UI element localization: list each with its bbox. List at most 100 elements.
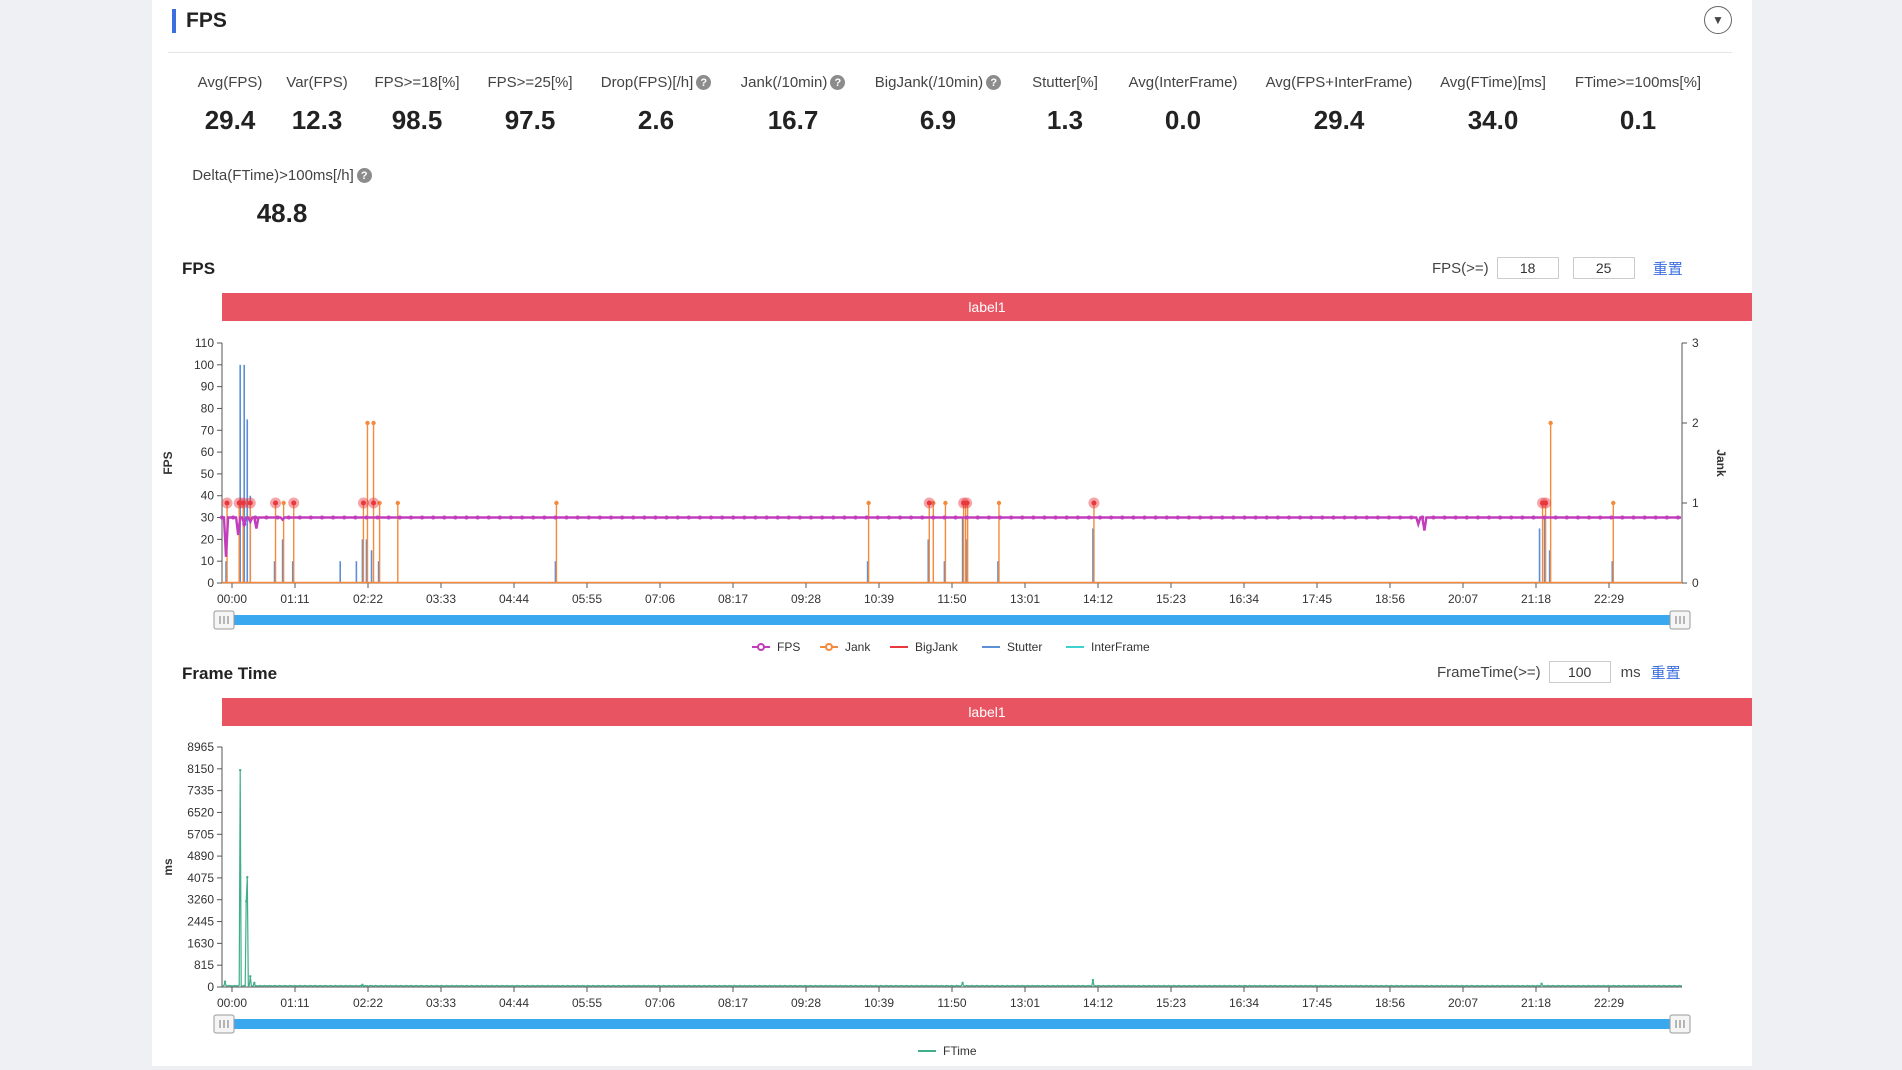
y-tick-label: 0: [207, 980, 214, 994]
y-tick-label: 8150: [187, 762, 214, 776]
fps-point: [1509, 515, 1514, 520]
legend-item-fps[interactable]: FPS: [752, 640, 800, 654]
fps-point: [797, 515, 802, 520]
fps-point: [1464, 515, 1469, 520]
metric-label-text: Drop(FPS)[/h]: [600, 74, 694, 91]
fps-zoom-slider: [222, 615, 1682, 625]
collapse-chevron-icon[interactable]: ▼: [1704, 6, 1732, 34]
ftime-spike-point: [961, 981, 964, 985]
fps-point: [486, 515, 491, 520]
metric-value: 29.4: [1313, 105, 1365, 135]
fps-reset-link[interactable]: 重置: [1652, 260, 1683, 278]
fps-threshold-1-input[interactable]: [1496, 257, 1559, 279]
help-question-icon[interactable]: ?: [986, 75, 1002, 90]
fps-point: [764, 515, 769, 520]
fps-point: [1664, 515, 1669, 520]
fps-point: [1398, 515, 1403, 520]
fps-point: [1331, 515, 1336, 520]
fps-point: [1320, 515, 1325, 520]
metric-label: Stutter[%]: [975, 74, 1155, 91]
frametime-chart-title: Frame Time: [182, 664, 278, 683]
frametime-unit-label: ms: [1620, 663, 1641, 681]
legend-item-bigjank[interactable]: BigJank: [890, 640, 959, 654]
x-tick-label: 02:22: [353, 592, 383, 606]
fps-point: [1198, 515, 1203, 520]
fps-point: [1353, 515, 1358, 520]
x-tick-label: 05:55: [572, 996, 602, 1010]
fps-point: [831, 515, 836, 520]
x-tick-label: 18:56: [1375, 996, 1405, 1010]
y-axis-title: ms: [161, 858, 175, 876]
metric-label-text: Avg(FPS): [197, 74, 263, 91]
frametime-chart: 0 815 1630 2445 3260 4075 4890 5705 6520 7335 8150…: [161, 740, 1691, 1058]
fps-point: [1231, 515, 1236, 520]
fps-point: [1131, 515, 1136, 520]
metric-card: FTime>=100ms[%] 0.1: [1548, 74, 1728, 136]
metric-label: FTime>=100ms[%]: [1548, 74, 1728, 91]
metric-label-text: Avg(FTime)[ms]: [1440, 74, 1546, 91]
ftime-spike-point: [1540, 982, 1543, 985]
fps-point: [1020, 515, 1025, 520]
fps-point: [1542, 515, 1547, 520]
x-tick-label: 17:45: [1302, 996, 1332, 1010]
fps-threshold-2-input[interactable]: [1572, 257, 1635, 279]
metric-card: Drop(FPS)[/h]? 2.6: [566, 74, 746, 136]
fps-point: [253, 515, 258, 520]
bigjank-point: [1543, 500, 1549, 506]
fps-point: [497, 515, 502, 520]
metric-card: Avg(InterFrame) 0.0: [1093, 74, 1273, 136]
metric-value: 0.1: [1619, 105, 1657, 135]
fps-point: [431, 515, 436, 520]
y-tick-label: 6520: [187, 805, 214, 819]
fps-point: [1498, 515, 1503, 520]
fps-point: [686, 515, 691, 520]
fps-point: [697, 515, 702, 520]
legend-item-jank[interactable]: Jank: [820, 640, 871, 654]
bigjank-point: [291, 500, 297, 506]
metric-label: Jank(/10min)?: [703, 74, 883, 91]
y-right-tick-label: 2: [1692, 416, 1699, 430]
fps-point: [1242, 515, 1247, 520]
help-question-icon[interactable]: ?: [830, 75, 846, 90]
fps-point: [531, 515, 536, 520]
panel-title: FPS: [186, 9, 227, 32]
x-tick-label: 00:00: [217, 592, 247, 606]
frametime-label-strip[interactable]: label1: [222, 698, 1752, 726]
y-right-tick-label: 0: [1692, 576, 1699, 590]
metric-label-text: FPS>=18[%]: [374, 74, 460, 91]
ftime-spike-point: [238, 768, 242, 772]
fps-point: [1364, 515, 1369, 520]
fps-chart-title: FPS: [182, 259, 216, 278]
frametime-threshold-input[interactable]: [1548, 661, 1611, 683]
help-question-icon[interactable]: ?: [696, 75, 712, 90]
metric-card: FPS>=18[%] 98.5: [327, 74, 507, 136]
frametime-reset-link[interactable]: 重置: [1650, 664, 1681, 682]
fps-point: [1175, 515, 1180, 520]
fps-point: [1275, 515, 1280, 520]
x-tick-label: 21:18: [1521, 996, 1551, 1010]
x-tick-label: 10:39: [864, 996, 894, 1010]
legend-item-ftime[interactable]: FTime: [918, 1044, 977, 1058]
bigjank-point: [247, 500, 253, 506]
help-question-icon[interactable]: ?: [356, 168, 372, 183]
fps-point: [1142, 515, 1147, 520]
fps-label-strip[interactable]: label1: [222, 293, 1752, 321]
fps-point: [1164, 515, 1169, 520]
legend-item-interframe[interactable]: InterFrame: [1066, 640, 1150, 654]
metric-value: 2.6: [637, 105, 675, 135]
fps-point: [1620, 515, 1625, 520]
fps-point: [964, 515, 969, 520]
fps-point: [575, 515, 580, 520]
metric-label: Avg(InterFrame): [1093, 74, 1273, 91]
fps-point: [386, 515, 391, 520]
metric-card: Avg(FTime)[ms] 34.0: [1403, 74, 1583, 136]
y-tick-label: 4075: [187, 871, 214, 885]
fps-point: [1609, 515, 1614, 520]
y-tick-label: 20: [201, 532, 215, 546]
fps-point: [1409, 515, 1414, 520]
x-tick-label: 14:12: [1083, 592, 1113, 606]
legend-item-stutter[interactable]: Stutter: [982, 640, 1042, 654]
x-tick-label: 07:06: [645, 592, 675, 606]
fps-point: [242, 522, 247, 527]
fps-point: [1109, 515, 1114, 520]
